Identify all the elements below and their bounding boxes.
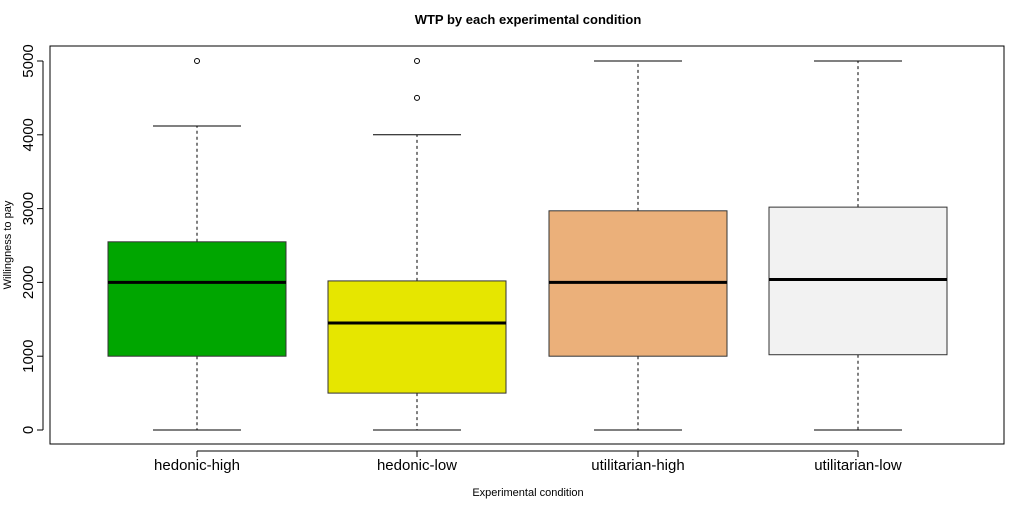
box-iqr [327,280,507,394]
x-tick-label: utilitarian-low [814,457,902,474]
y-tick-label: 1000 [20,340,37,373]
box-hedonic-low [327,58,507,431]
y-tick-label: 4000 [20,118,37,151]
y-tick-label: 0 [20,426,37,434]
x-axis-label: Experimental condition [472,487,583,499]
boxes-group [107,58,948,431]
x-tick-label: hedonic-low [377,457,457,474]
x-tick-label: utilitarian-high [591,457,684,474]
box-utilitarian-high [548,60,728,431]
x-tick-label: hedonic-high [154,457,240,474]
outlier-point [414,58,420,64]
y-axis-label: Willingness to pay [2,200,14,289]
chart-title: WTP by each experimental condition [415,12,642,27]
box-utilitarian-low [768,60,948,431]
y-axis: 0 1000 2000 3000 4000 5000 [20,44,44,434]
outlier-point [194,58,200,64]
box-iqr [107,241,287,357]
plot-frame [49,45,1005,445]
box-hedonic-high [107,58,287,431]
y-tick-label: 3000 [20,192,37,225]
y-tick-label: 5000 [20,44,37,77]
outlier-point [414,94,420,101]
x-axis: hedonic-high hedonic-low utilitarian-high u… [154,450,902,474]
y-tick-label: 2000 [20,266,37,299]
